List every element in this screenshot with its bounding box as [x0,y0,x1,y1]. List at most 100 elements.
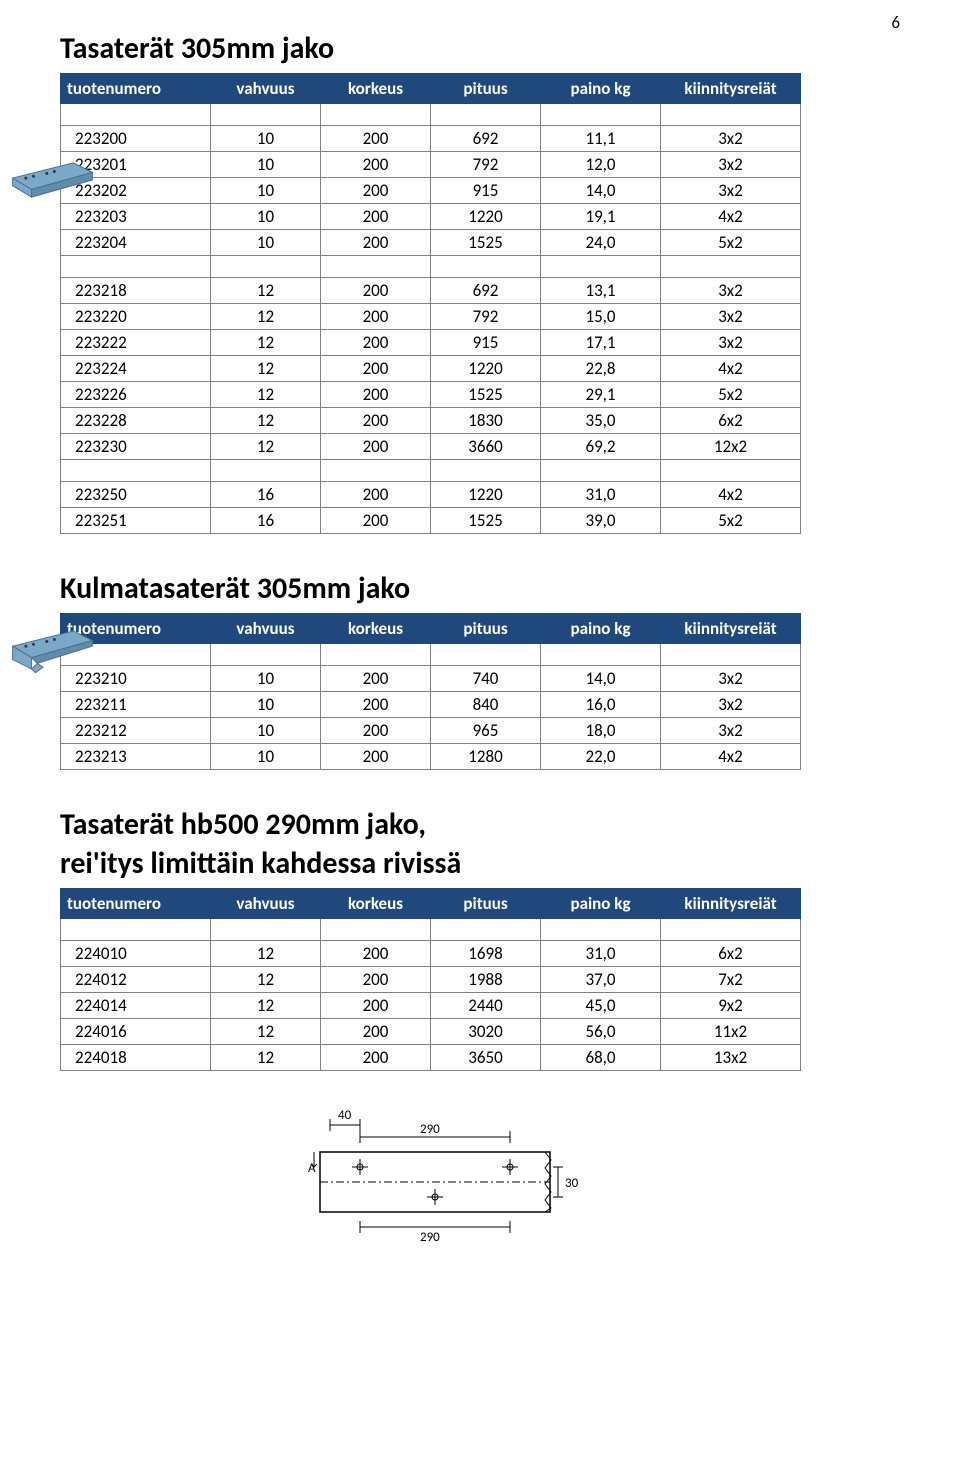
cell: 4x2 [661,482,801,508]
cell: 68,0 [541,1045,661,1071]
col-header: tuotenumero [61,889,211,919]
cell: 200 [321,278,431,304]
cell: 12 [211,304,321,330]
cell [321,256,431,278]
cell: 10 [211,178,321,204]
table-row: 22320410200152524,05x2 [61,230,801,256]
cell: 16 [211,508,321,534]
table-row: 2232021020091514,03x2 [61,178,801,204]
cell: 13,1 [541,278,661,304]
section: Tasaterät 305mm jakotuotenumerovahvuusko… [60,30,900,534]
cell: 3x2 [661,152,801,178]
cell [61,919,211,941]
col-header: vahvuus [211,74,321,104]
cell [661,644,801,666]
cell: 3660 [431,434,541,460]
cell: 12 [211,1019,321,1045]
cell [661,104,801,126]
cell: 223200 [61,126,211,152]
cell: 3x2 [661,304,801,330]
cell [61,104,211,126]
cell [321,104,431,126]
cell: 1525 [431,508,541,534]
cell: 10 [211,666,321,692]
cell: 12,0 [541,152,661,178]
cell: 1280 [431,744,541,770]
cell: 29,1 [541,382,661,408]
cell: 692 [431,126,541,152]
cell [211,104,321,126]
cell: 19,1 [541,204,661,230]
table-row: 22401412200244045,09x2 [61,993,801,1019]
cell [431,256,541,278]
cell [321,460,431,482]
col-header: korkeus [321,74,431,104]
section: Kulmatasaterät 305mm jakotuotenumerovahv… [60,570,900,770]
cell: 14,0 [541,178,661,204]
cell: 1698 [431,941,541,967]
svg-text:40: 40 [338,1108,352,1123]
cell: 22,8 [541,356,661,382]
cell: 18,0 [541,718,661,744]
table-row: 22321310200128022,04x2 [61,744,801,770]
cell: 17,1 [541,330,661,356]
product-thumb [5,620,100,680]
cell: 223212 [61,718,211,744]
cell: 10 [211,744,321,770]
cell: 3020 [431,1019,541,1045]
cell: 223226 [61,382,211,408]
section-subtitle: rei'itys limittäin kahdessa rivissä [60,845,900,882]
col-header: kiinnitysreiät [661,74,801,104]
cell [211,644,321,666]
table-row: 2232121020096518,03x2 [61,718,801,744]
section: Tasaterät hb500 290mm jako,rei'itys limi… [60,806,900,1071]
cell: 37,0 [541,967,661,993]
cell: 200 [321,304,431,330]
cell: 1988 [431,967,541,993]
table-row: 2232111020084016,03x2 [61,692,801,718]
cell: 22,0 [541,744,661,770]
cell: 200 [321,126,431,152]
cell: 10 [211,718,321,744]
cell: 3x2 [661,178,801,204]
cell: 200 [321,330,431,356]
cell [431,460,541,482]
cell: 16,0 [541,692,661,718]
cell [661,256,801,278]
svg-text:A: A [308,1161,316,1176]
cell: 224018 [61,1045,211,1071]
table-row: 22401812200365068,013x2 [61,1045,801,1071]
cell: 223250 [61,482,211,508]
table-row: 22320310200122019,14x2 [61,204,801,230]
col-header: paino kg [541,614,661,644]
cell: 223211 [61,692,211,718]
cell: 1525 [431,230,541,256]
cell: 3x2 [661,718,801,744]
cell: 792 [431,152,541,178]
cell [431,104,541,126]
cell [541,256,661,278]
cell: 12 [211,967,321,993]
col-header: paino kg [541,74,661,104]
cell: 1220 [431,204,541,230]
cell: 200 [321,1019,431,1045]
table-row: 2232101020074014,03x2 [61,666,801,692]
col-header: pituus [431,74,541,104]
cell: 6x2 [661,941,801,967]
cell: 915 [431,330,541,356]
cell: 200 [321,230,431,256]
cell: 224016 [61,1019,211,1045]
cell: 12x2 [661,434,801,460]
col-header: kiinnitysreiät [661,614,801,644]
cell: 200 [321,941,431,967]
cell [541,919,661,941]
cell: 792 [431,304,541,330]
cell: 3x2 [661,278,801,304]
cell: 915 [431,178,541,204]
cell: 3x2 [661,666,801,692]
cell: 223204 [61,230,211,256]
cell: 1830 [431,408,541,434]
cell: 223222 [61,330,211,356]
col-header: paino kg [541,889,661,919]
cell: 39,0 [541,508,661,534]
